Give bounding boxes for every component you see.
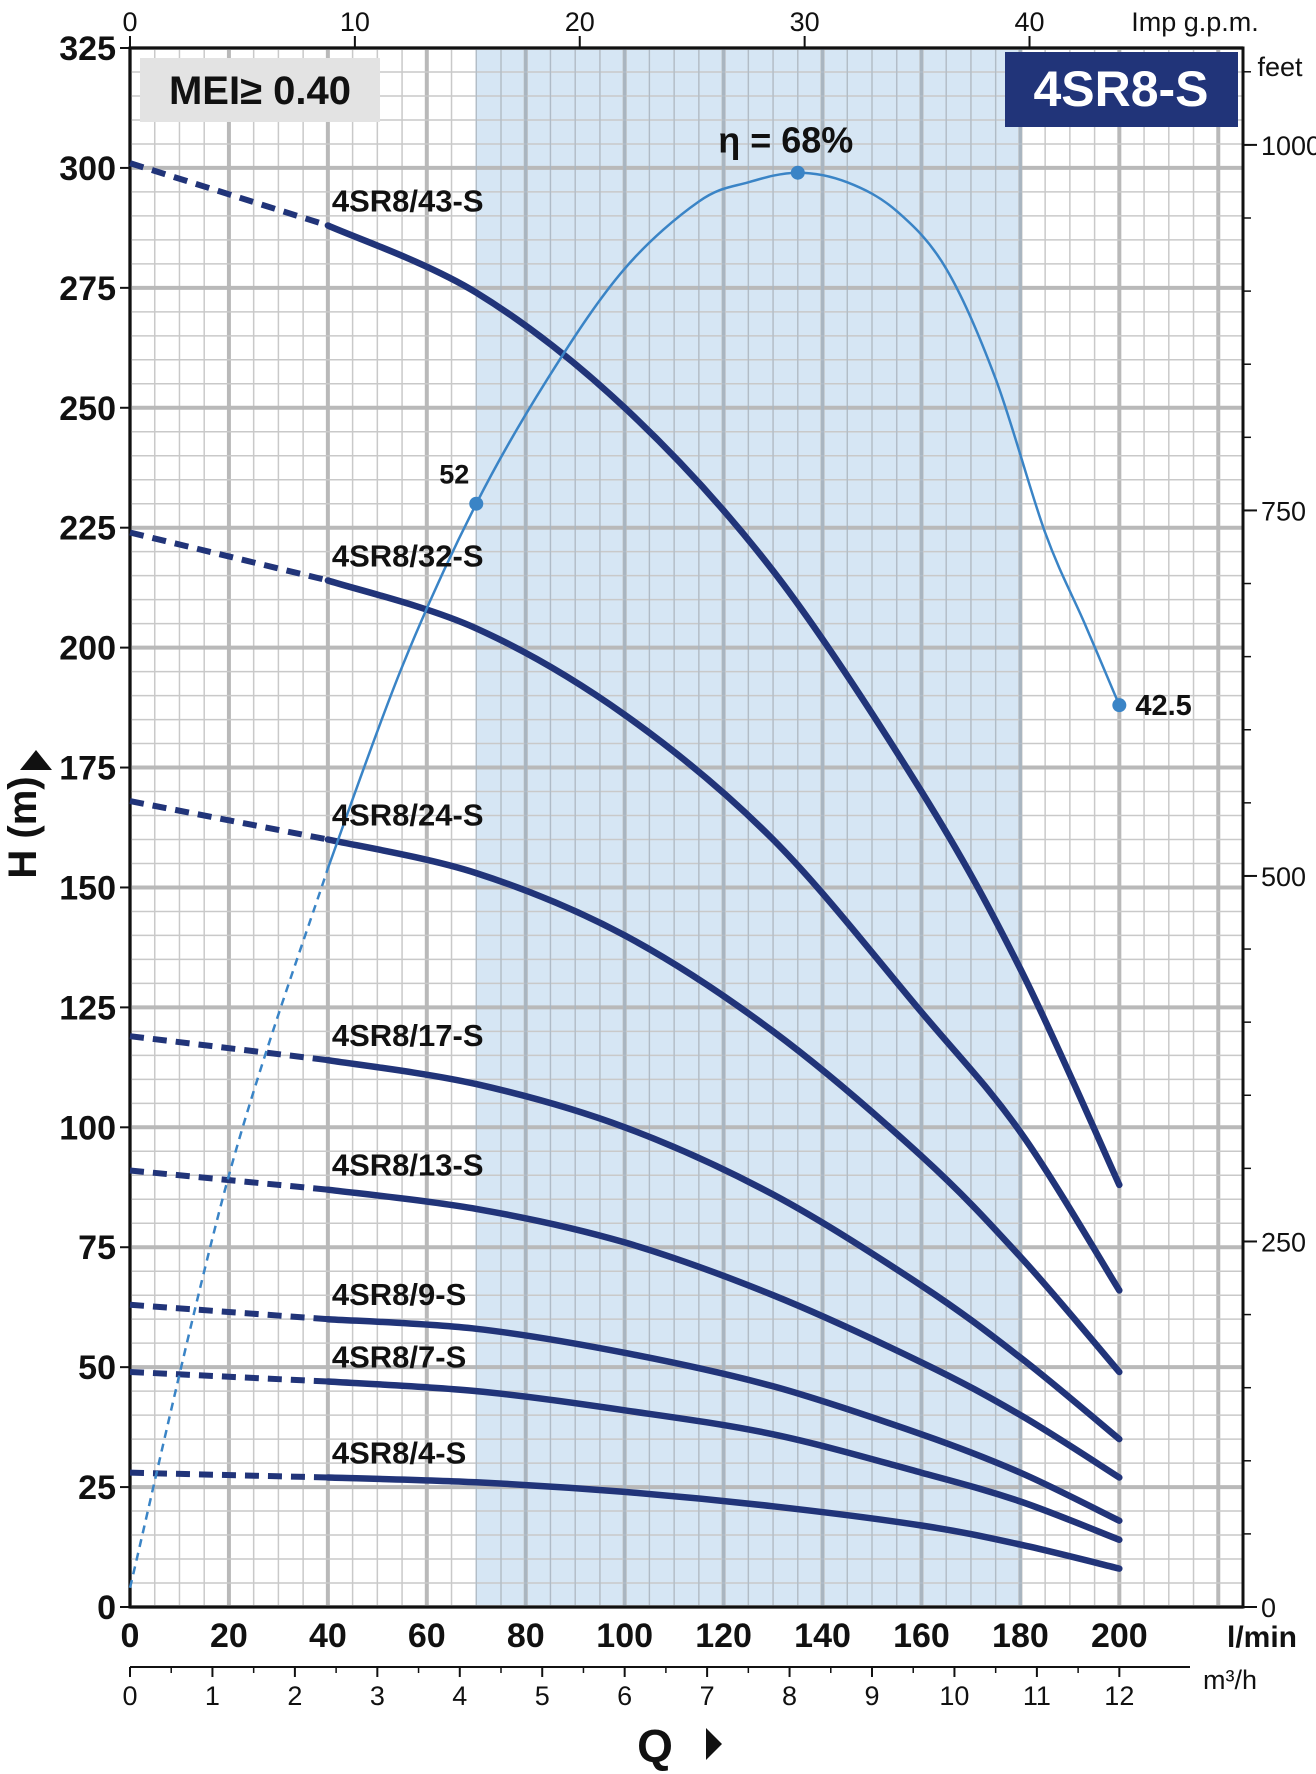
m3h-tick-label: 12 [1104, 1681, 1134, 1711]
series-label: 4SR8/24-S [332, 797, 484, 832]
efficiency-point-start [469, 496, 484, 511]
y-tick-label: 50 [78, 1349, 116, 1387]
pump-curve-4SR8/7-S [324, 1378, 1123, 1544]
x-tick-label: 40 [309, 1617, 347, 1655]
y-tick-label: 175 [59, 750, 116, 788]
impgpm-tick-label: 20 [565, 7, 595, 37]
y-tick-label: 150 [59, 869, 116, 907]
pump-curve-4SR8/9-S [324, 1315, 1123, 1524]
x-tick-label: 20 [210, 1617, 248, 1655]
pump-curve-4SR8/43-S [324, 222, 1123, 1189]
series-label: 4SR8/17-S [332, 1018, 484, 1053]
y-tick-label: 200 [59, 630, 116, 668]
m3h-tick-label: 4 [452, 1681, 467, 1711]
m3h-tick-label: 3 [370, 1681, 385, 1711]
y-tick-label: 275 [59, 270, 116, 308]
y-tick-label: 300 [59, 150, 116, 188]
plot-frame-layer [120, 36, 1257, 1677]
m3h-unit-label: m³/h [1203, 1665, 1257, 1695]
pump-curve-4SR8/13-S [324, 1186, 1123, 1481]
x-tick-label: 160 [893, 1617, 950, 1655]
x-tick-label: 200 [1091, 1617, 1148, 1655]
y-tick-label: 225 [59, 510, 116, 548]
x-tick-label: 60 [408, 1617, 446, 1655]
x-tick-label: 180 [992, 1617, 1049, 1655]
m3h-tick-label: 10 [939, 1681, 969, 1711]
plot-frame [128, 46, 1245, 1609]
mei-badge-text: MEI≥ 0.40 [169, 69, 351, 113]
pump-curves-layer [129, 160, 1123, 1572]
m3h-tick-label: 2 [287, 1681, 302, 1711]
pump-curve-dashed [129, 1033, 329, 1064]
series-label: 4SR8/7-S [332, 1340, 466, 1375]
feet-tick-label: 500 [1261, 862, 1306, 892]
efficiency-point-peak [790, 165, 805, 180]
feet-tick-label: 250 [1261, 1227, 1306, 1257]
series-label: 4SR8/9-S [332, 1277, 466, 1312]
x-unit-label: l/min [1227, 1621, 1297, 1654]
x-tick-label: 80 [507, 1617, 545, 1655]
m3h-tick-label: 7 [700, 1681, 715, 1711]
pump-curve-4SR8/4-S [324, 1474, 1123, 1572]
y-tick-label: 250 [59, 390, 116, 428]
series-label: 4SR8/4-S [332, 1435, 466, 1470]
impgpm-tick-label: 10 [340, 7, 370, 37]
model-badge-text: 4SR8-S [1033, 61, 1208, 117]
efficiency-curve-layer [128, 165, 1127, 1589]
feet-tick-label: 750 [1261, 496, 1306, 526]
y-tick-label: 125 [59, 989, 116, 1027]
efficiency-curve [326, 171, 1121, 869]
series-label: 4SR8/32-S [332, 538, 484, 573]
series-label: 4SR8/43-S [332, 183, 484, 218]
feet-tick-label: 1000 [1261, 131, 1316, 161]
series-label: 4SR8/13-S [332, 1148, 484, 1183]
x-axis-arrow-icon [706, 1728, 722, 1760]
x-axis-title: Q [637, 1720, 673, 1772]
m3h-tick-label: 8 [782, 1681, 797, 1711]
impgpm-unit-label: Imp g.p.m. [1131, 7, 1259, 37]
efficiency-point-end [1112, 698, 1127, 713]
y-tick-label: 25 [78, 1469, 116, 1507]
pump-curve-dashed [129, 160, 329, 229]
efficiency-end-label: 42.5 [1135, 690, 1191, 722]
pump-curve-dashed [129, 529, 329, 584]
pump-curve-dashed [129, 798, 329, 843]
efficiency-start-label: 52 [439, 460, 469, 490]
m3h-tick-label: 11 [1023, 1681, 1051, 1711]
y-tick-label: 75 [78, 1229, 116, 1267]
model-badge [1005, 52, 1238, 127]
m3h-tick-label: 5 [535, 1681, 550, 1711]
m3h-tick-label: 0 [122, 1681, 137, 1711]
m3h-tick-label: 6 [617, 1681, 632, 1711]
feet-unit-label: feet [1257, 52, 1303, 82]
pump-curve-dashed [129, 1301, 329, 1323]
efficiency-peak-label: η = 68% [718, 120, 853, 161]
impgpm-tick-label: 30 [790, 7, 820, 37]
pump-curve-dashed [129, 1469, 328, 1481]
feet-tick-label: 0 [1261, 1593, 1276, 1623]
impgpm-tick-label: 0 [122, 7, 137, 37]
impgpm-tick-label: 40 [1014, 7, 1044, 37]
pump-curve-dashed [129, 1368, 329, 1385]
pump-curve-4SR8/24-S [324, 836, 1123, 1376]
y-axis-arrow-icon [20, 750, 52, 770]
efficiency-curve-dashed [128, 867, 330, 1589]
y-axis-title: H (m) [1, 776, 45, 878]
m3h-tick-label: 1 [205, 1681, 220, 1711]
x-tick-label: 100 [596, 1617, 653, 1655]
x-tick-label: 120 [695, 1617, 752, 1655]
x-tick-label: 0 [121, 1617, 140, 1655]
pump-curve-4SR8/17-S [324, 1056, 1123, 1443]
y-tick-label: 325 [59, 30, 116, 68]
mei-badge [140, 58, 380, 122]
pump-curve-dashed [129, 1167, 329, 1193]
y-tick-label: 100 [59, 1109, 116, 1147]
pump-curve-4SR8/32-S [324, 577, 1123, 1294]
y-tick-label: 0 [97, 1589, 116, 1627]
m3h-tick-label: 9 [864, 1681, 879, 1711]
x-tick-label: 140 [794, 1617, 851, 1655]
